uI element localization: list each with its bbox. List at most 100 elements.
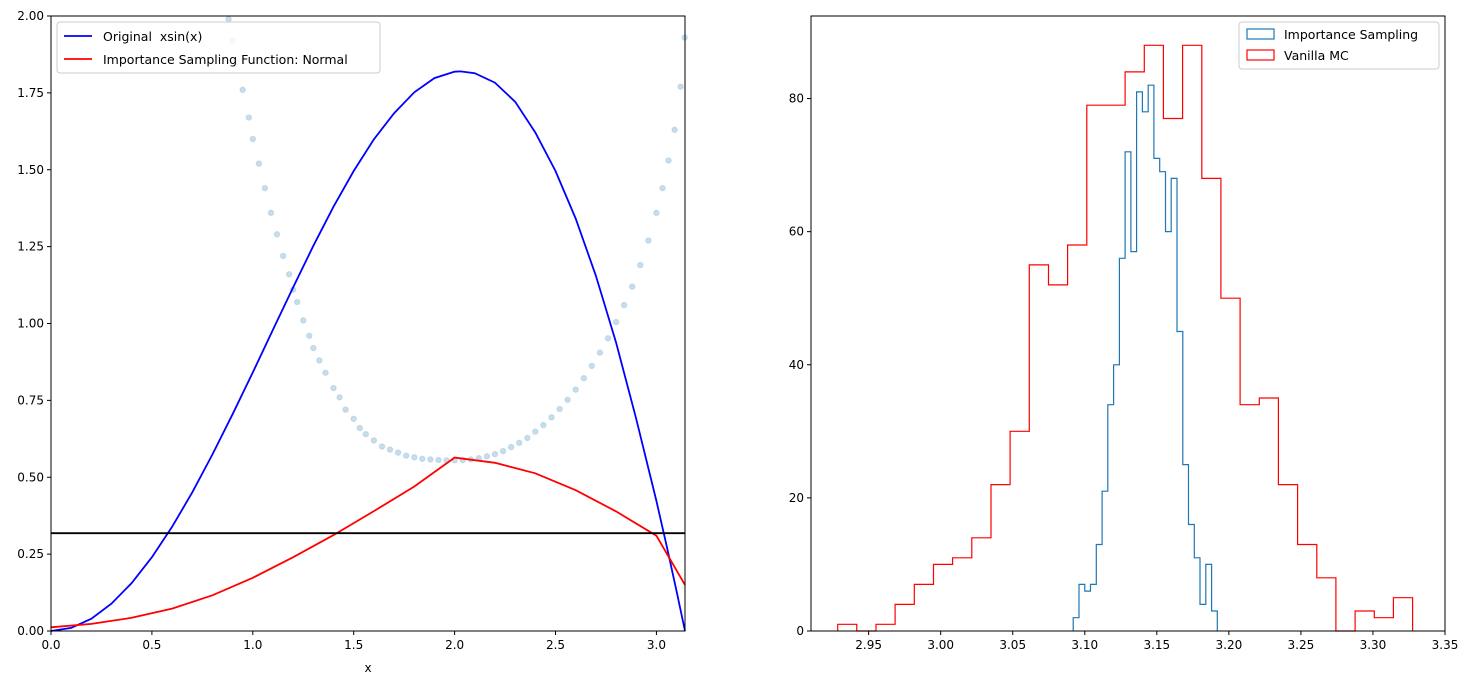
scatter-point (419, 455, 426, 463)
scatter-point (556, 405, 563, 413)
scatter-point (336, 394, 343, 401)
scatter-point (342, 406, 349, 413)
scatter-point (285, 271, 293, 278)
scatter-point (386, 446, 394, 453)
y-tick-label: 40 (789, 358, 804, 372)
y-tick-label: 2.00 (17, 9, 44, 23)
original-curve (50, 70, 686, 632)
y-tick-label: 60 (789, 225, 804, 239)
x-tick-label: 2.5 (546, 638, 565, 652)
x-tick-label: 3.25 (1288, 638, 1315, 652)
scatter-point (612, 318, 620, 326)
scatter-point (279, 252, 287, 260)
x-tick-label: 3.00 (927, 638, 954, 652)
legend-text-original: Original xsin(x) (103, 29, 202, 44)
scatter-point (540, 421, 547, 429)
y-tick-label: 20 (789, 491, 804, 505)
scatter-point (483, 453, 491, 460)
scatter-point (362, 430, 370, 438)
x-tick-label: 3.20 (1216, 638, 1243, 652)
y-tick-label: 0.75 (17, 393, 44, 407)
right-plot: 2.95 3.00 3.05 3.10 3.15 3.20 3.25 3.30 3.35 0 20… (789, 15, 1459, 652)
x-tick-label: 1.0 (243, 638, 262, 652)
scatter-point (596, 349, 604, 357)
scatter-point (261, 184, 269, 192)
scatter-point (293, 298, 301, 306)
scatter-point (267, 209, 275, 217)
y-tick-label: 1.00 (17, 317, 44, 331)
scatter-point (653, 209, 660, 217)
scatter-point (330, 384, 337, 392)
left-legend: Original xsin(x) Importance Sampling Fun… (56, 21, 381, 74)
y-tick-label: 1.50 (17, 163, 44, 177)
scatter-point (665, 157, 672, 164)
y-tick-label: 80 (789, 92, 804, 106)
scatter-point (620, 301, 628, 309)
x-tick-label: 3.35 (1432, 638, 1459, 652)
x-tick-label: 3.05 (999, 638, 1026, 652)
scatter-point (394, 449, 402, 456)
scatter-point (356, 424, 364, 432)
scatter-point (310, 344, 317, 352)
importance-sampling-curve (50, 456, 686, 629)
scatter-point (239, 86, 246, 94)
scatter-point (350, 415, 358, 423)
scatter-point (245, 114, 253, 121)
legend-patch-importance-sampling (1246, 28, 1275, 40)
left-legend-box (56, 21, 381, 74)
right-legend: Importance Sampling Vanilla MC (1238, 21, 1440, 70)
scatter-point (322, 369, 329, 377)
scatter-point (378, 443, 386, 450)
scatter-point (316, 357, 323, 364)
scatter-point (411, 454, 418, 461)
y-tick-label: 1.75 (17, 86, 44, 100)
scatter-point (370, 437, 378, 444)
scatter-point (427, 456, 434, 463)
scatter-point (548, 414, 555, 421)
y-tick-label: 0.50 (17, 470, 44, 484)
x-tick-label: 0.0 (41, 638, 60, 652)
legend-text-importance-sampling: Importance Sampling (1284, 27, 1418, 42)
x-tick-label: 3.30 (1360, 638, 1387, 652)
scatter-point (564, 396, 571, 404)
x-tick-label: 3.10 (1071, 638, 1098, 652)
scatter-point (306, 332, 313, 340)
scatter-point (532, 428, 539, 436)
importance-sampling-histogram (1072, 84, 1218, 631)
y-tick-label: 0.00 (17, 624, 44, 638)
vanilla-mc-histogram (837, 44, 1414, 632)
legend-text-importance: Importance Sampling Function: Normal (103, 52, 348, 67)
legend-patch-vanilla-mc (1246, 49, 1275, 61)
y-tick-label: 0 (796, 624, 804, 638)
scatter-point (677, 83, 684, 90)
left-plot: 0.0 0.5 1.0 1.5 2.0 2.5 3.0 0.00 0.25 0.50 0.75 1.… (17, 9, 689, 675)
right-plot-border (810, 15, 1446, 632)
scatter-point (659, 184, 666, 192)
x-tick-label: 2.0 (445, 638, 464, 652)
x-tick-label: 1.5 (344, 638, 363, 652)
y-tick-label: 0.25 (17, 547, 44, 561)
legend-text-vanilla-mc: Vanilla MC (1284, 48, 1349, 63)
scatter-point (402, 452, 410, 460)
scatter-point (435, 456, 442, 464)
scatter-point (249, 135, 257, 143)
x-tick-label: 3.0 (647, 638, 666, 652)
scatter-point (300, 317, 307, 324)
scatter-point (255, 160, 263, 167)
scatter-point (580, 374, 588, 382)
scatter-point (515, 439, 523, 447)
left-plot-frame (51, 16, 685, 631)
scatter-point (273, 231, 281, 238)
y-tick-label: 1.25 (17, 240, 44, 254)
scatter-point (507, 443, 515, 451)
right-legend-box (1238, 21, 1440, 70)
scatter-point (588, 362, 596, 370)
scatter-point (604, 335, 612, 342)
scatter-point (524, 434, 531, 442)
scatter-point (491, 450, 499, 458)
scatter-point (225, 15, 232, 23)
scatter-point (499, 447, 507, 455)
scatter-point (671, 126, 678, 134)
left-xlabel: x (364, 661, 371, 675)
